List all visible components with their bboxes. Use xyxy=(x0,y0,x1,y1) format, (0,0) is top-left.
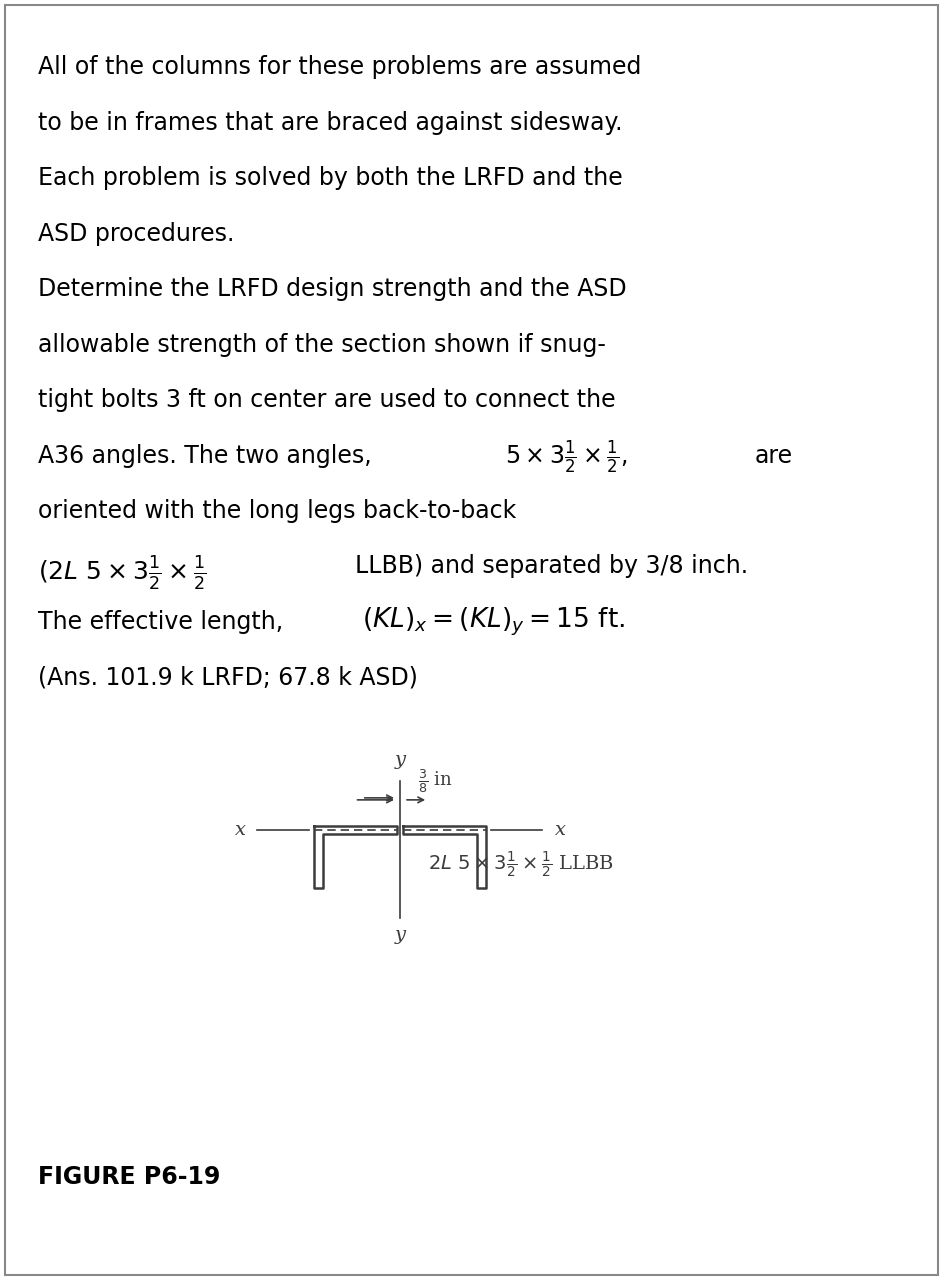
Text: $2L\ 5\times3\frac{1}{2}\times\frac{1}{2}$ LLBB: $2L\ 5\times3\frac{1}{2}\times\frac{1}{2… xyxy=(428,850,614,879)
Text: tight bolts 3 ft on center are used to connect the: tight bolts 3 ft on center are used to c… xyxy=(38,388,616,412)
Text: $5\times3\frac{1}{2}\times\frac{1}{2},$: $5\times3\frac{1}{2}\times\frac{1}{2},$ xyxy=(505,439,627,476)
Text: The effective length,: The effective length, xyxy=(38,611,283,634)
Text: x: x xyxy=(235,820,245,838)
Text: x: x xyxy=(554,820,566,838)
Text: oriented with the long legs back-to-back: oriented with the long legs back-to-back xyxy=(38,499,516,524)
Text: A36 angles. The two angles,: A36 angles. The two angles, xyxy=(38,443,372,467)
Text: allowable strength of the section shown if snug-: allowable strength of the section shown … xyxy=(38,333,605,357)
Text: FIGURE P6-19: FIGURE P6-19 xyxy=(38,1165,221,1189)
Text: y: y xyxy=(394,925,405,943)
Text: (Ans. 101.9 k LRFD; 67.8 k ASD): (Ans. 101.9 k LRFD; 67.8 k ASD) xyxy=(38,666,418,690)
Text: y: y xyxy=(394,751,405,769)
Text: Each problem is solved by both the LRFD and the: Each problem is solved by both the LRFD … xyxy=(38,166,622,189)
Text: ASD procedures.: ASD procedures. xyxy=(38,221,235,246)
Text: to be in frames that are braced against sidesway.: to be in frames that are braced against … xyxy=(38,110,622,134)
Text: All of the columns for these problems are assumed: All of the columns for these problems ar… xyxy=(38,55,641,79)
Text: $(2L\ 5\times3\frac{1}{2}\times\frac{1}{2}$: $(2L\ 5\times3\frac{1}{2}\times\frac{1}{… xyxy=(38,554,207,593)
Text: $\frac{3}{8}$ in: $\frac{3}{8}$ in xyxy=(418,767,453,795)
Text: Determine the LRFD design strength and the ASD: Determine the LRFD design strength and t… xyxy=(38,276,627,301)
Text: $(KL)_x = (KL)_y = 15\ \mathrm{ft.}$: $(KL)_x = (KL)_y = 15\ \mathrm{ft.}$ xyxy=(362,605,625,639)
Text: LLBB) and separated by 3/8 inch.: LLBB) and separated by 3/8 inch. xyxy=(355,554,748,579)
Text: are: are xyxy=(755,443,793,467)
